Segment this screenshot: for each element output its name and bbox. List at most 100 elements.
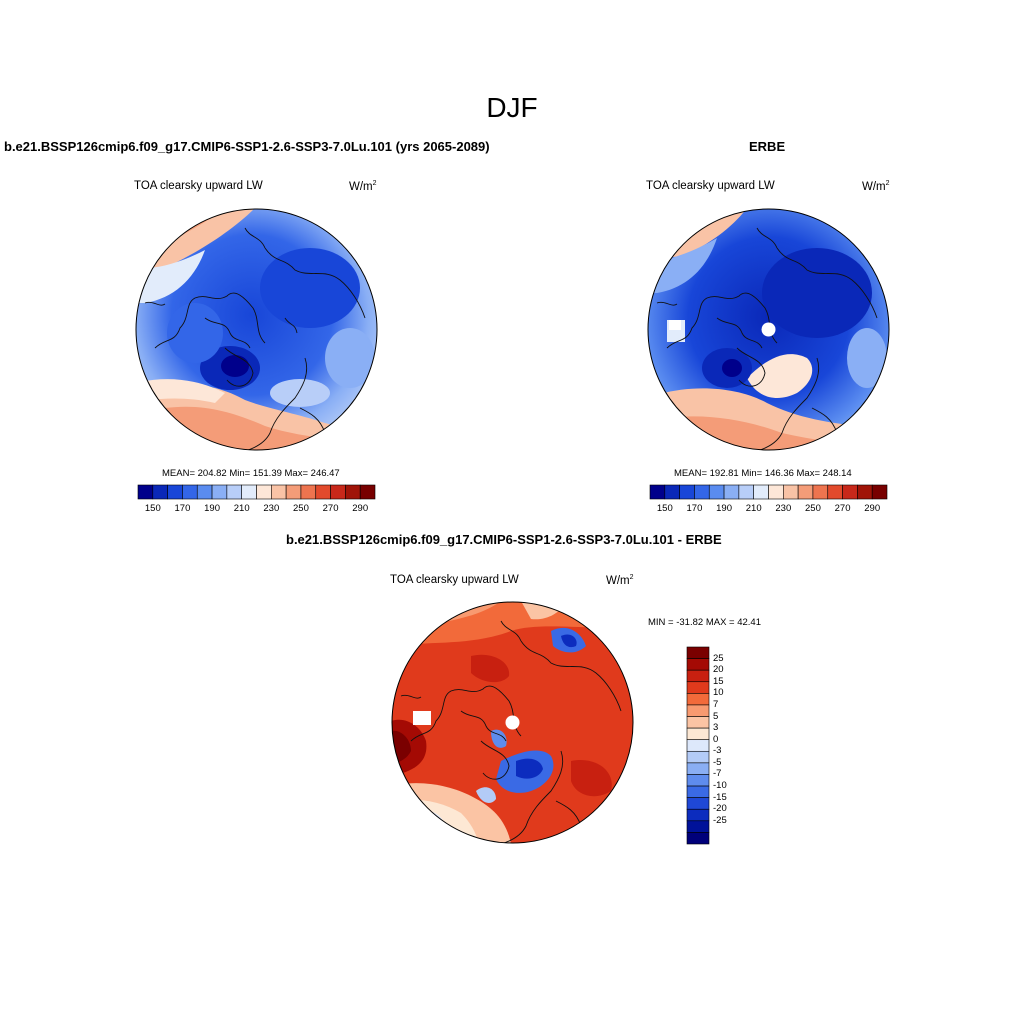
colorbar-swatch <box>708 484 725 500</box>
stats-diff: MIN = -31.82 MAX = 42.41 <box>648 617 762 628</box>
colorbar-tick-label: 250 <box>293 503 309 514</box>
colorbar-tick-label: 230 <box>775 503 792 514</box>
colorbar-swatch <box>649 484 666 500</box>
colorbar-tick-label: 7 <box>713 698 719 710</box>
colorbar-swatch <box>330 484 346 500</box>
colorbar-swatch <box>211 484 228 500</box>
colorbar-swatch <box>226 484 242 500</box>
colorbar-swatch <box>686 820 710 833</box>
colorbar-swatch <box>768 484 784 500</box>
colorbar-obs <box>649 484 888 500</box>
stats-obs: MEAN= 192.81 Min= 146.36 Max= 248.14 <box>674 468 852 479</box>
colorbar-swatch <box>359 484 376 500</box>
colorbar-tick-label: 5 <box>713 710 719 722</box>
colorbar-swatch <box>842 484 858 500</box>
colorbar-swatch <box>686 750 710 764</box>
colorbar-swatch <box>694 484 710 500</box>
colorbar-tick-label: 10 <box>713 687 724 699</box>
colorbar-tick-label: 150 <box>144 503 161 514</box>
variable-label-obs: TOA clearsky upward LW <box>646 180 775 192</box>
colorbar-ticks-obs: 150 170 190 210 230 250 270 290 <box>650 503 887 517</box>
colorbar-swatch <box>753 484 769 500</box>
colorbar-tick-label: 190 <box>204 503 220 514</box>
colorbar-swatch <box>686 716 710 729</box>
colorbar-swatch <box>827 484 843 500</box>
colorbar-tick-label: -25 <box>713 814 727 826</box>
colorbar-tick-label: 170 <box>686 503 703 514</box>
units-label-model: W/m2 <box>349 180 377 193</box>
colorbar-model <box>137 484 376 500</box>
polar-map-model <box>135 208 378 451</box>
colorbar-swatch <box>137 484 154 500</box>
colorbar-swatch <box>738 484 754 500</box>
colorbar-tick-label: 230 <box>263 503 280 514</box>
colorbar-tick-label: 15 <box>713 675 724 687</box>
colorbar-swatch <box>871 484 888 500</box>
colorbar-tick-label: 290 <box>864 503 881 514</box>
colorbar-diff <box>686 646 710 845</box>
colorbar-tick-label: 270 <box>834 503 851 514</box>
colorbar-tick-label: 210 <box>745 503 762 514</box>
panel-title-obs: ERBE <box>749 139 786 154</box>
colorbar-tick-label: 0 <box>713 733 719 745</box>
colorbar-swatch <box>315 484 331 500</box>
colorbar-tick-label: 150 <box>656 503 673 514</box>
colorbar-swatch <box>271 484 287 500</box>
colorbar-tick-label: 250 <box>805 503 821 514</box>
colorbar-swatch <box>686 832 710 845</box>
colorbar-swatch <box>345 484 361 500</box>
colorbar-swatch <box>300 484 317 500</box>
colorbar-tick-label: 20 <box>713 664 724 676</box>
colorbar-swatch <box>797 484 814 500</box>
polar-map-obs <box>647 208 890 451</box>
colorbar-swatch <box>686 797 710 810</box>
colorbar-swatch <box>686 808 710 822</box>
colorbar-ticks-diff: 25 20 15 10 7 5 3 0 -3 -5 -7 -10 -15 -20 -25 <box>713 647 753 844</box>
polar-map-diff <box>391 601 634 844</box>
colorbar-swatch <box>241 484 257 500</box>
colorbar-swatch <box>196 484 213 500</box>
colorbar-swatch <box>686 704 710 717</box>
colorbar-swatch <box>256 484 272 500</box>
colorbar-tick-label: 210 <box>233 503 250 514</box>
colorbar-tick-label: -5 <box>713 756 722 768</box>
colorbar-swatch <box>812 484 829 500</box>
colorbar-tick-label: 3 <box>713 722 719 734</box>
variable-label-diff: TOA clearsky upward LW <box>390 574 519 586</box>
colorbar-swatch <box>686 727 710 741</box>
colorbar-swatch <box>783 484 799 500</box>
colorbar-tick-label: -10 <box>713 780 727 792</box>
units-label-diff: W/m2 <box>606 574 634 587</box>
colorbar-tick-label: -15 <box>713 791 727 803</box>
colorbar-swatch <box>686 762 710 775</box>
figure-title: DJF <box>486 92 538 123</box>
colorbar-swatch <box>686 785 710 798</box>
panel-title-model: b.e21.BSSP126cmip6.f09_g17.CMIP6-SSP1-2.… <box>4 139 490 154</box>
colorbar-swatch <box>857 484 873 500</box>
colorbar-tick-label: 190 <box>716 503 732 514</box>
colorbar-swatch <box>285 484 302 500</box>
colorbar-swatch <box>686 681 710 694</box>
colorbar-swatch <box>686 774 710 787</box>
colorbar-swatch <box>686 658 710 671</box>
colorbar-swatch <box>679 484 695 500</box>
colorbar-swatch <box>167 484 183 500</box>
units-label-obs: W/m2 <box>862 180 890 193</box>
colorbar-tick-label: 170 <box>174 503 191 514</box>
colorbar-swatch <box>686 669 710 683</box>
colorbar-tick-label: 270 <box>322 503 339 514</box>
colorbar-swatch <box>152 484 168 500</box>
colorbar-tick-label: -20 <box>713 803 727 815</box>
colorbar-tick-label: -7 <box>713 768 722 780</box>
colorbar-swatch <box>723 484 740 500</box>
colorbar-tick-label: 290 <box>352 503 369 514</box>
variable-label-model: TOA clearsky upward LW <box>134 180 263 192</box>
colorbar-tick-label: -3 <box>713 745 722 757</box>
colorbar-swatch <box>686 693 710 706</box>
stats-model: MEAN= 204.82 Min= 151.39 Max= 246.47 <box>162 468 340 479</box>
colorbar-swatch <box>664 484 680 500</box>
colorbar-ticks-model: 150 170 190 210 230 250 270 290 <box>138 503 375 517</box>
colorbar-swatch <box>686 646 710 659</box>
panel-title-diff: b.e21.BSSP126cmip6.f09_g17.CMIP6-SSP1-2.… <box>286 532 722 547</box>
colorbar-tick-label: 25 <box>713 652 724 664</box>
